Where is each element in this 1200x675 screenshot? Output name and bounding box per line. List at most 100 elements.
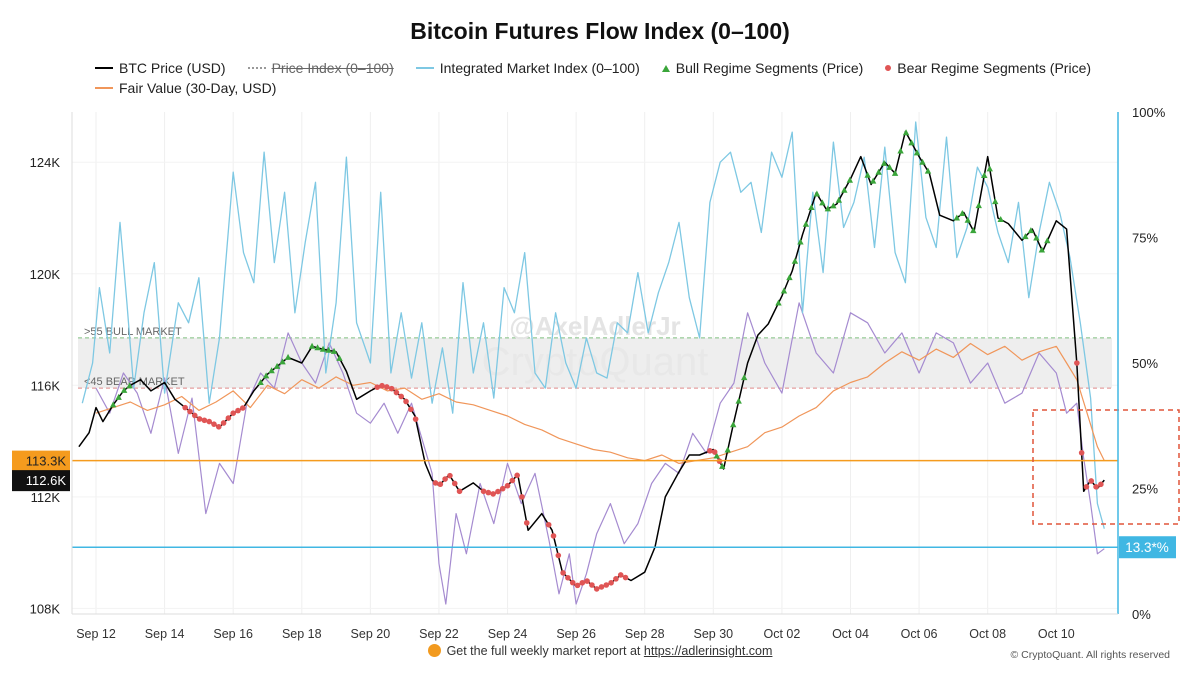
bull-regime-marker — [880, 159, 888, 166]
copyright: © CryptoQuant. All rights reserved — [1010, 649, 1170, 661]
bear-regime-marker — [230, 410, 236, 417]
bear-regime-marker — [442, 476, 448, 482]
y-left-tick-label: 108K — [30, 601, 61, 616]
bull-regime-marker — [314, 344, 321, 351]
legend-item-bull[interactable]: Bull Regime Segments (Price) — [661, 60, 863, 76]
coin-icon — [427, 644, 441, 657]
bear-regime-marker — [574, 582, 581, 589]
bull-regime-marker — [1044, 237, 1051, 244]
footer-link[interactable]: https://adlerinsight.com — [643, 644, 773, 658]
bull-regime-marker — [330, 347, 338, 354]
bull-regime-marker — [959, 210, 966, 217]
bull-regime-marker — [115, 393, 122, 400]
bear-regime-marker — [622, 574, 629, 581]
legend-item-price-index[interactable]: Price Index (0–100) — [247, 60, 394, 76]
legend-item-fair[interactable]: Fair Value (30-Day, USD) — [95, 80, 276, 96]
legend-item-btc[interactable]: BTC Price (USD) — [95, 60, 226, 76]
bull-regime-marker — [262, 372, 270, 379]
bull-regime-marker — [813, 190, 821, 197]
bull-regime-marker — [279, 358, 286, 365]
bear-regime-marker — [456, 488, 463, 495]
bear-regime-marker — [1083, 484, 1090, 490]
watermark-brand: CryptoQuant — [482, 340, 709, 384]
bear-regime-marker — [206, 418, 212, 425]
bear-regime-marker — [384, 384, 390, 390]
bear-regime-marker — [187, 408, 193, 415]
bear-regime-marker — [432, 480, 439, 486]
y-right-tick-label: 0% — [1132, 607, 1151, 622]
triangle-icon — [661, 64, 670, 72]
bull-regime-marker — [830, 202, 837, 209]
bear-regime-marker — [211, 421, 217, 427]
bear-regime-marker — [239, 405, 246, 411]
fair-value-line — [95, 342, 1105, 464]
bear-regime-marker — [514, 472, 520, 479]
bull-regime-marker — [735, 397, 742, 404]
bear-regime-marker — [560, 570, 566, 576]
bull-regime-marker — [808, 204, 815, 211]
bear-regime-marker — [495, 488, 501, 495]
bull-regime-marker — [970, 227, 977, 234]
bear-regime-marker — [519, 494, 525, 500]
bull-regime-marker — [819, 199, 826, 206]
legend-line-swatch — [95, 87, 113, 89]
x-tick-label: Oct 08 — [969, 627, 1006, 641]
bear-regime-marker — [201, 417, 208, 424]
x-tick-label: Sep 24 — [488, 627, 528, 641]
bull-regime-marker — [284, 353, 292, 360]
bear-regime-marker — [584, 578, 590, 584]
bull-regime-marker — [257, 379, 264, 386]
bear-regime-marker — [555, 552, 562, 559]
bear-regime-marker — [545, 521, 552, 528]
bear-regime-marker — [707, 448, 713, 454]
x-tick-label: Sep 20 — [351, 627, 391, 641]
bear-regime-marker — [196, 416, 203, 422]
y-left-tick-label: 116K — [31, 378, 61, 393]
y-left-tick-label: 124K — [30, 155, 61, 170]
bear-regime-marker — [235, 407, 241, 414]
dot-icon — [885, 65, 892, 71]
watermark-handle: @AxelAdlerJr — [509, 311, 680, 341]
bear-regime-marker — [480, 488, 487, 495]
y-left-tick-label: 120K — [30, 267, 61, 282]
x-tick-label: Sep 26 — [556, 627, 596, 641]
bear-regime-marker — [613, 576, 619, 582]
bull-regime-marker — [835, 196, 843, 203]
bear-regime-marker — [617, 572, 624, 578]
bear-regime-marker — [523, 520, 530, 526]
bear-regime-marker — [1098, 481, 1104, 488]
legend-label: BTC Price (USD) — [119, 60, 226, 76]
bear-regime-marker — [565, 574, 571, 581]
y-left-tick-label: 112K — [31, 490, 61, 505]
bull-regime-marker — [713, 452, 720, 459]
bear-regime-marker — [220, 420, 227, 426]
price-tag-current-label: 112.6K — [26, 473, 67, 488]
legend-line-swatch — [415, 67, 434, 69]
bull-regime-marker — [797, 238, 804, 245]
bull-regime-marker — [109, 401, 117, 408]
bull-regime-marker — [897, 147, 904, 154]
bear-regime-marker — [408, 406, 414, 413]
bull-regime-marker — [319, 345, 327, 352]
bull-regime-marker — [992, 198, 999, 205]
bull-regime-marker — [924, 167, 932, 174]
bear-regime-marker — [608, 579, 614, 586]
bear-regime-marker — [451, 480, 458, 487]
legend-item-imi[interactable]: Integrated Market Index (0–100) — [415, 60, 640, 76]
bull-regime-marker — [1038, 246, 1046, 253]
neutral-zone-band — [78, 337, 1112, 389]
bull-regime-marker — [975, 202, 982, 209]
bull-regime-marker — [824, 205, 832, 212]
x-tick-label: Oct 06 — [901, 627, 938, 641]
bull-regime-marker — [891, 169, 899, 176]
bear-regime-marker — [447, 472, 453, 479]
bull-regime-marker — [913, 149, 921, 156]
bear-regime-marker — [215, 423, 222, 430]
bear-regime-marker — [598, 584, 605, 590]
bull-regime-marker — [120, 386, 128, 393]
bull-regime-marker — [902, 129, 910, 136]
bear-regime-marker — [711, 449, 718, 455]
bear-regime-marker — [509, 477, 516, 484]
legend-item-bear[interactable]: Bear Regime Segments (Price) — [885, 60, 1091, 76]
